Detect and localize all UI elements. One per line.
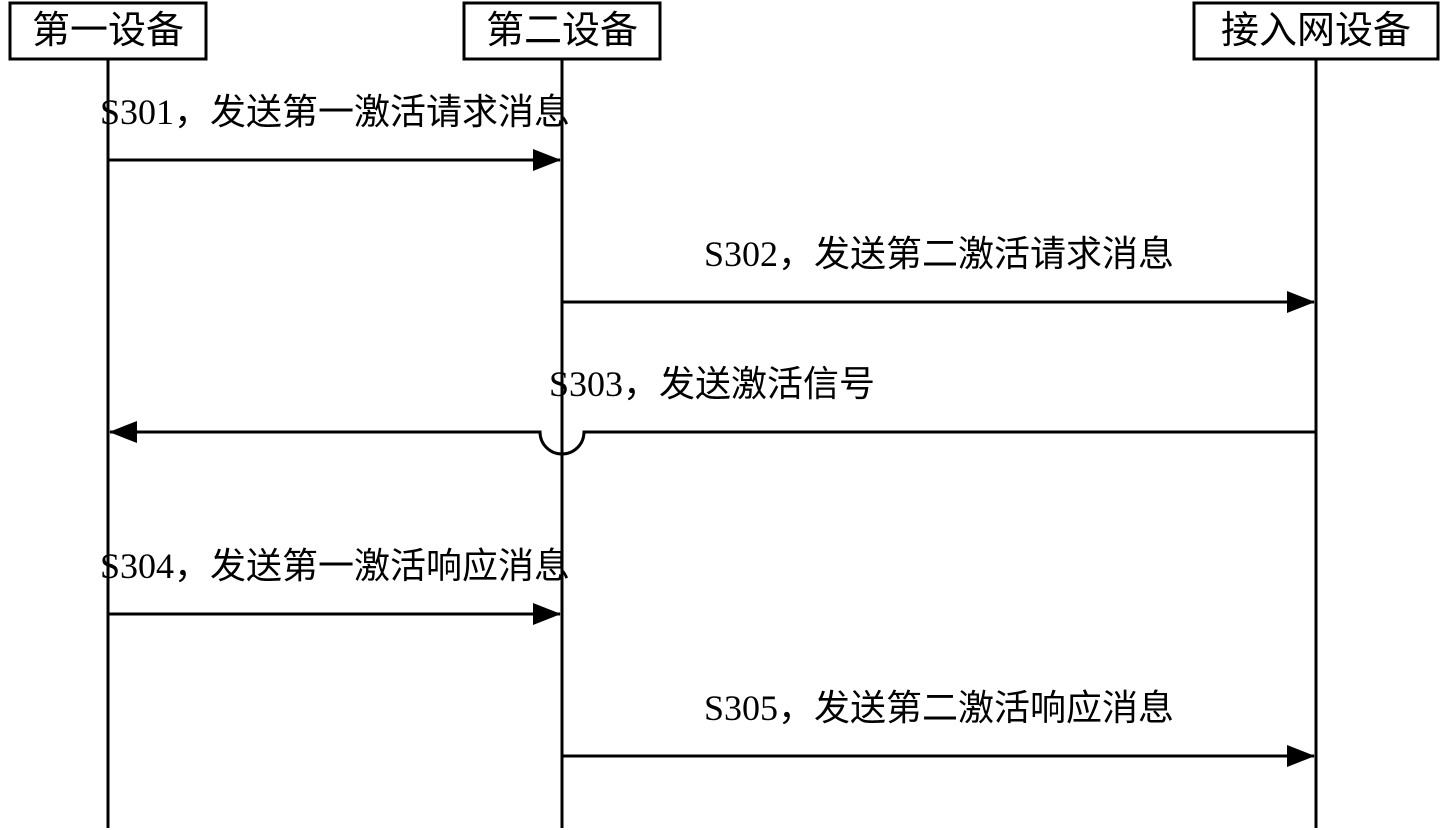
message-line-m3 [110, 432, 1316, 454]
actor-label-a2: 第二设备 [486, 10, 638, 52]
actor-label-a1: 第一设备 [32, 10, 184, 52]
arrowhead-m1 [533, 149, 561, 171]
arrowhead-m2 [1287, 291, 1315, 313]
arrowhead-m5 [1287, 745, 1315, 767]
arrowhead-m3 [109, 421, 137, 443]
message-label-m2: S302，发送第二激活请求消息 [704, 234, 1174, 274]
message-label-m4: S304，发送第一激活响应消息 [100, 546, 570, 586]
arrowhead-m4 [533, 603, 561, 625]
actor-label-a3: 接入网设备 [1221, 10, 1411, 52]
message-label-m5: S305，发送第二激活响应消息 [704, 688, 1174, 728]
message-label-m1: S301，发送第一激活请求消息 [100, 92, 570, 132]
sequence-diagram: 第一设备 第二设备 接入网设备 S301，发送第一激活请求消息 S302，发送第二激活请… [0, 0, 1451, 830]
message-label-m3: S303，发送激活信号 [549, 364, 875, 404]
